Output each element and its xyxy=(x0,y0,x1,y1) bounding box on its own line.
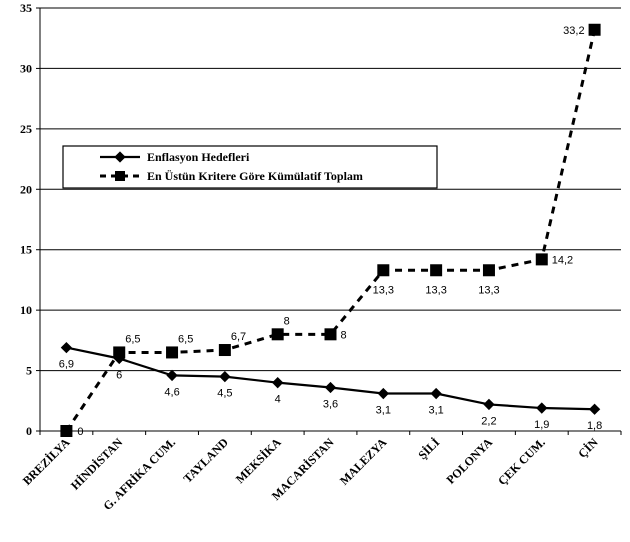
point-kumulatif xyxy=(430,264,443,277)
data-label-enflasyon: 1,9 xyxy=(534,419,549,431)
data-label-enflasyon: 3,1 xyxy=(376,405,391,417)
point-kumulatif xyxy=(535,253,548,266)
data-label-kumulatif: 33,2 xyxy=(563,25,584,37)
legend: Enflasyon Hedefleri En Üstün Kritere Gör… xyxy=(62,145,438,189)
axes xyxy=(39,8,621,432)
x-tick-label: MALEZYA xyxy=(337,435,390,488)
point-enflasyon xyxy=(536,402,548,414)
data-label-enflasyon: 1,8 xyxy=(587,420,602,432)
point-kumulatif xyxy=(588,23,601,36)
x-tick-label: ÇEK CUM. xyxy=(495,435,548,488)
data-label-kumulatif: 0 xyxy=(77,426,83,438)
point-enflasyon xyxy=(166,369,178,382)
legend-label-kumulatif: En Üstün Kritere Göre Kümülatif Toplam xyxy=(147,169,363,183)
point-enflasyon xyxy=(377,387,389,400)
point-enflasyon xyxy=(219,370,231,383)
point-enflasyon xyxy=(272,377,284,389)
data-label-kumulatif: 8 xyxy=(284,315,290,327)
legend-marker-kumulatif xyxy=(115,171,125,181)
data-label-enflasyon: 4,5 xyxy=(217,388,232,400)
data-label-kumulatif: 8 xyxy=(341,329,347,341)
x-tick-label: POLONYA xyxy=(444,435,496,487)
data-label-enflasyon: 4 xyxy=(275,394,281,406)
legend-box xyxy=(62,145,438,189)
point-kumulatif xyxy=(482,264,495,277)
y-tick-label: 0 xyxy=(26,424,32,438)
x-tick-label: ŞİLİ xyxy=(415,435,442,462)
data-label-enflasyon: 4,6 xyxy=(164,386,179,398)
data-label-enflasyon: 3,6 xyxy=(323,398,338,410)
y-tick-label: 10 xyxy=(20,303,32,317)
point-enflasyon xyxy=(588,403,601,415)
point-kumulatif xyxy=(271,328,284,341)
y-axis-ticks: 0 5 10 15 20 25 30 35 xyxy=(20,1,40,438)
x-tick-label: HİNDİSTAN xyxy=(68,435,126,493)
data-label-kumulatif: 6,5 xyxy=(125,333,140,345)
data-label-kumulatif: 6,7 xyxy=(231,331,246,343)
point-enflasyon xyxy=(483,398,495,411)
point-enflasyon xyxy=(430,387,442,400)
point-kumulatif xyxy=(60,425,73,437)
point-kumulatif xyxy=(324,328,337,341)
data-label-kumulatif: 13,3 xyxy=(373,284,394,296)
point-enflasyon xyxy=(60,341,73,354)
point-kumulatif xyxy=(218,344,231,357)
data-label-kumulatif: 6,5 xyxy=(178,333,193,345)
data-label-enflasyon: 6 xyxy=(116,369,122,381)
legend-label-enflasyon: Enflasyon Hedefleri xyxy=(147,150,250,164)
data-label-enflasyon: 3,1 xyxy=(428,405,443,417)
y-tick-label: 35 xyxy=(20,1,32,15)
series-layer xyxy=(60,23,601,437)
y-tick-label: 15 xyxy=(20,243,32,257)
data-label-enflasyon: 6,9 xyxy=(59,359,74,371)
y-tick-label: 25 xyxy=(20,122,32,136)
point-kumulatif xyxy=(113,346,126,359)
point-enflasyon xyxy=(324,381,337,394)
gridlines xyxy=(40,7,621,372)
point-kumulatif xyxy=(166,346,179,359)
data-labels: 6,9 6 4,6 4,5 4 3,6 3,1 3,1 2,2 1,9 1,8 0 6,5 6,5 6,7 8… xyxy=(59,25,602,438)
data-label-kumulatif: 13,3 xyxy=(478,284,499,296)
x-tick-label: BREZİLYA xyxy=(20,435,73,488)
x-tick-label: TAYLAND xyxy=(181,435,232,486)
y-tick-label: 20 xyxy=(20,182,32,196)
data-label-kumulatif: 14,2 xyxy=(552,254,573,266)
y-tick-label: 5 xyxy=(26,364,32,378)
x-tick-label: MEKSİKA xyxy=(233,435,284,486)
data-label-kumulatif: 13,3 xyxy=(425,284,446,296)
data-label-enflasyon: 2,2 xyxy=(481,415,496,427)
x-tick-label: ÇİN xyxy=(575,435,601,461)
y-tick-label: 30 xyxy=(20,61,32,75)
point-kumulatif xyxy=(377,264,390,277)
